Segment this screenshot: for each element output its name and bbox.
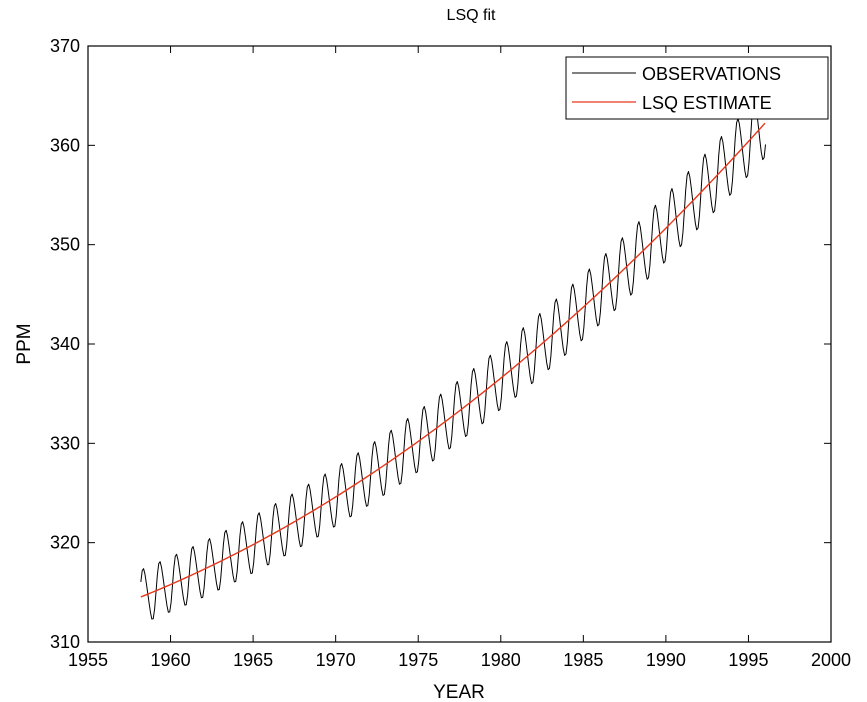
x-tick-label: 1970 xyxy=(316,650,356,670)
plot-frame xyxy=(87,45,832,643)
legend-label-lsq-estimate: LSQ ESTIMATE xyxy=(642,93,772,113)
x-tick-label: 1980 xyxy=(481,650,521,670)
y-axis-label: PPM xyxy=(14,323,35,364)
y-tick-label: 360 xyxy=(50,135,80,155)
x-tick-label: 1960 xyxy=(151,650,191,670)
x-tick-label: 1975 xyxy=(398,650,438,670)
legend: OBSERVATIONS LSQ ESTIMATE xyxy=(565,56,829,120)
plot-area xyxy=(140,99,767,620)
x-tick-label: 1990 xyxy=(646,650,686,670)
y-tick-label: 310 xyxy=(50,632,80,652)
x-axis: 1955 1960 1965 1970 1975 1980 1985 1990 1995 2000 xyxy=(68,46,851,670)
y-tick-label: 350 xyxy=(50,235,80,255)
y-tick-label: 330 xyxy=(50,433,80,453)
y-tick-label: 370 xyxy=(50,36,80,56)
series-line-observations xyxy=(140,99,767,620)
series-line-lsq-estimate xyxy=(140,122,766,598)
x-tick-label: 2000 xyxy=(811,650,851,670)
x-tick-label: 1965 xyxy=(233,650,273,670)
y-axis: 310 320 330 340 350 360 370 xyxy=(50,36,831,652)
x-tick-label: 1985 xyxy=(563,650,603,670)
chart-title: LSQ fit xyxy=(447,7,496,24)
x-axis-label: YEAR xyxy=(433,682,485,702)
y-tick-label: 340 xyxy=(50,334,80,354)
x-tick-label: 1995 xyxy=(728,650,768,670)
legend-box xyxy=(565,56,829,120)
x-tick-label: 1955 xyxy=(68,650,108,670)
legend-label-observations: OBSERVATIONS xyxy=(642,64,781,84)
y-tick-label: 320 xyxy=(50,533,80,553)
